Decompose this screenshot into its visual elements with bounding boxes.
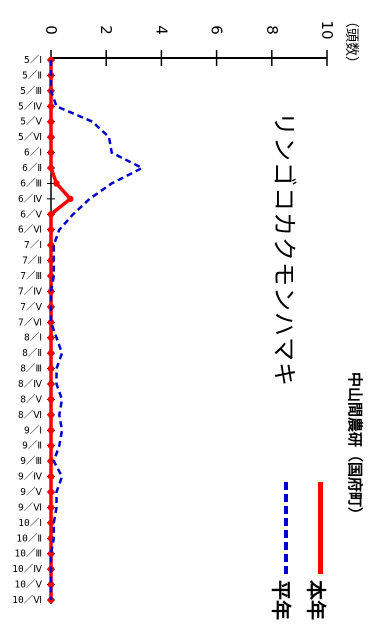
series-point <box>47 349 55 357</box>
category-tick-label: 9／Ⅵ <box>18 502 42 513</box>
series-point <box>47 149 55 156</box>
series-point <box>47 581 55 588</box>
series-point <box>47 396 55 403</box>
series-point <box>47 504 55 511</box>
series-point <box>47 334 55 341</box>
series-point <box>47 365 55 372</box>
category-tick-label: 6／Ⅱ <box>22 163 42 174</box>
series-point <box>47 133 55 141</box>
category-tick-label: 5／Ⅲ <box>20 86 42 97</box>
category-tick-label: 5／Ⅱ <box>22 70 42 81</box>
chart-title: リンゴコカクモンハマキ <box>270 112 298 387</box>
category-tick-label: 10／Ⅲ <box>15 549 43 560</box>
site-label: 中山間農研（国府町） <box>346 372 364 523</box>
category-tick-label: 8／Ⅲ <box>20 364 42 375</box>
category-tick-label: 6／Ⅲ <box>20 178 42 189</box>
series-point <box>47 488 55 496</box>
category-tick-label: 5／Ⅰ <box>24 55 42 66</box>
category-tick-label: 9／Ⅲ <box>20 456 42 467</box>
category-tick-label: 8／Ⅰ <box>24 333 42 344</box>
category-tick-label: 10／Ⅳ <box>12 564 43 575</box>
category-tick-label: 7／Ⅵ <box>18 317 42 328</box>
category-tick-label: 10／Ⅰ <box>18 518 42 529</box>
series-point <box>47 118 55 125</box>
category-tick-label: 9／Ⅳ <box>18 472 43 483</box>
series-point <box>47 411 55 419</box>
category-tick-label: 9／Ⅰ <box>24 425 42 436</box>
category-tick-label: 10／Ⅴ <box>15 580 43 591</box>
series-point <box>47 319 55 326</box>
series-point <box>47 211 55 218</box>
series-point <box>47 519 55 527</box>
category-tick-label: 6／Ⅴ <box>20 209 42 220</box>
series-point <box>47 288 55 295</box>
category-tick-label: 5／Ⅵ <box>18 132 42 143</box>
value-tick-label: 10 <box>318 20 336 39</box>
series-point <box>53 180 60 187</box>
series-point <box>47 550 55 557</box>
value-tick-label: 2 <box>97 25 115 35</box>
series-point <box>47 442 55 449</box>
category-tick-label: 7／Ⅴ <box>20 302 42 313</box>
category-tick-label: 10／Ⅵ <box>12 595 42 606</box>
category-tick-label: 8／Ⅴ <box>20 394 42 405</box>
legend-swatch-dashed-blue <box>284 482 288 574</box>
category-tick-label: 7／Ⅳ <box>18 286 43 297</box>
series-line-heinen <box>49 60 144 600</box>
category-tick-label: 9／Ⅴ <box>20 487 42 498</box>
category-tick-label: 5／Ⅳ <box>18 101 43 112</box>
series-point <box>47 164 55 172</box>
category-tick-label: 6／Ⅰ <box>24 148 42 159</box>
category-tick-label: 5／Ⅴ <box>20 117 42 128</box>
series-point <box>47 380 55 388</box>
value-tick-label: 6 <box>208 25 226 35</box>
series-point <box>47 427 55 434</box>
category-tick-label: 7／Ⅰ <box>24 240 42 251</box>
value-tick-label: 0 <box>42 25 60 35</box>
category-tick-label: 8／Ⅵ <box>18 410 42 421</box>
series-point <box>47 457 55 465</box>
category-tick-label: 6／Ⅵ <box>18 225 42 236</box>
series-point <box>67 195 74 203</box>
category-tick-label: 7／Ⅲ <box>20 271 42 282</box>
series-point <box>47 226 55 233</box>
legend-label: 平年 <box>269 580 293 620</box>
legend-swatch-solid-red <box>318 482 323 574</box>
category-tick-label: 6／Ⅳ <box>18 194 43 205</box>
value-tick-label: 8 <box>263 25 281 35</box>
unit-label: （頭数） <box>343 14 359 70</box>
series-point <box>47 103 55 110</box>
category-tick-label: 7／Ⅱ <box>22 256 42 267</box>
value-tick-label: 4 <box>152 25 170 35</box>
category-tick-label: 10／Ⅱ <box>16 533 42 544</box>
category-tick-label: 9／Ⅱ <box>22 441 42 452</box>
category-tick-label: 8／Ⅳ <box>18 379 43 390</box>
legend-label: 本年 <box>304 580 328 620</box>
category-tick-label: 8／Ⅱ <box>22 348 42 359</box>
series-point <box>47 473 55 480</box>
